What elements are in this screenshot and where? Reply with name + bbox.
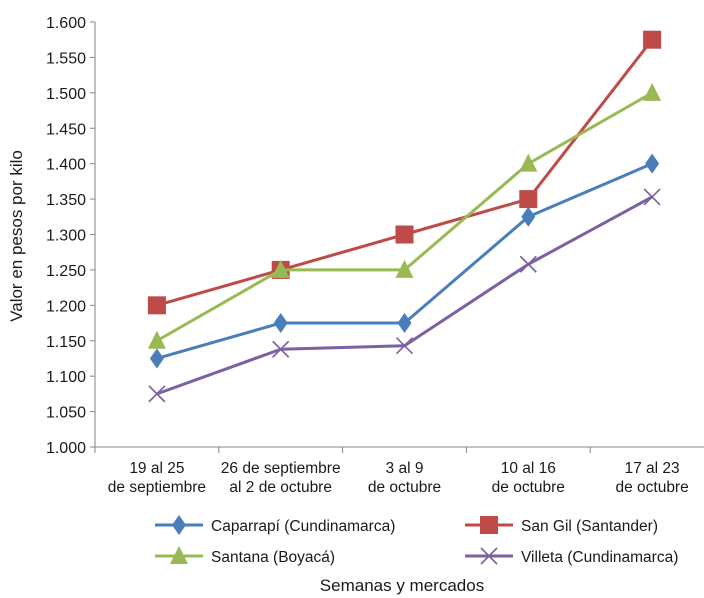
legend-marker <box>480 547 498 565</box>
data-point <box>272 340 290 358</box>
y-tick-label: 1.250 <box>46 263 86 280</box>
x-tick-label: de septiembre <box>108 479 206 496</box>
x-tick-label: de octubre <box>368 479 441 496</box>
data-point <box>645 153 660 174</box>
x-tick-label: de octubre <box>492 479 565 496</box>
data-point <box>273 313 288 334</box>
x-tick-label: 19 al 25 <box>129 460 184 477</box>
y-tick-label: 1.400 <box>46 157 86 174</box>
y-tick-label: 1.500 <box>46 86 86 103</box>
data-point <box>519 190 538 209</box>
x-tick-label: al 2 de octubre <box>229 479 332 496</box>
y-tick-label: 1.350 <box>46 192 86 209</box>
data-point <box>147 296 166 315</box>
data-point <box>643 188 661 206</box>
data-point <box>395 259 414 278</box>
data-point <box>395 225 414 244</box>
data-point <box>149 348 164 369</box>
legend-label: San Gil (Santander) <box>521 518 658 535</box>
series-lines <box>147 30 662 403</box>
x-tick-label: 17 al 23 <box>625 460 680 477</box>
data-point <box>397 313 412 334</box>
y-tick-label: 1.300 <box>46 228 86 245</box>
y-tick-label: 1.150 <box>46 334 86 351</box>
legend-item: Caparrapí (Cundinamarca) <box>155 515 395 535</box>
data-point <box>519 255 537 273</box>
series-1 <box>149 153 660 369</box>
y-tick-label: 1.550 <box>46 50 86 67</box>
series-line <box>156 91 653 343</box>
x-axis-ticks: 19 al 25 de septiembre 26 de septiembre al … <box>94 447 689 496</box>
legend-marker <box>480 516 498 534</box>
x-axis-label: Semanas y mercados <box>320 576 484 595</box>
legend-marker <box>172 515 186 535</box>
legend-item: Santana (Boyacá) <box>155 546 335 566</box>
x-tick-label: 10 al 16 <box>501 460 556 477</box>
legend-label: Caparrapí (Cundinamarca) <box>211 518 395 535</box>
data-point <box>148 385 166 403</box>
series-4 <box>148 188 661 403</box>
legend-marker <box>170 546 188 564</box>
data-point <box>395 337 414 355</box>
y-tick-label: 1.200 <box>46 298 86 315</box>
x-tick-label: de octubre <box>615 479 688 496</box>
data-point <box>521 206 536 227</box>
legend-item: San Gil (Santander) <box>465 516 658 535</box>
y-tick-label: 1.050 <box>46 405 86 422</box>
data-point <box>271 259 290 278</box>
legend-label: Villeta (Cundinamarca) <box>521 549 678 566</box>
data-point <box>147 330 166 349</box>
legend: Caparrapí (Cundinamarca) San Gil (Santand… <box>155 515 678 566</box>
series-3 <box>147 82 662 349</box>
legend-label: Santana (Boyacá) <box>211 549 335 566</box>
y-axis-ticks: 1.000 1.050 1.100 1.150 1.200 1.250 1.300 1.350… <box>46 15 95 457</box>
y-tick-label: 1.450 <box>46 121 86 138</box>
y-tick-label: 1.000 <box>46 440 86 457</box>
y-tick-label: 1.600 <box>46 15 86 32</box>
x-tick-label: 26 de septiembre <box>221 460 341 477</box>
y-tick-label: 1.100 <box>46 369 86 386</box>
data-point <box>519 153 538 172</box>
data-point <box>643 30 662 49</box>
x-tick-label: 3 al 9 <box>386 460 424 477</box>
y-axis-label: Valor en pesos por kilo <box>7 150 26 322</box>
legend-item: Villeta (Cundinamarca) <box>465 547 678 566</box>
data-point <box>643 82 662 101</box>
